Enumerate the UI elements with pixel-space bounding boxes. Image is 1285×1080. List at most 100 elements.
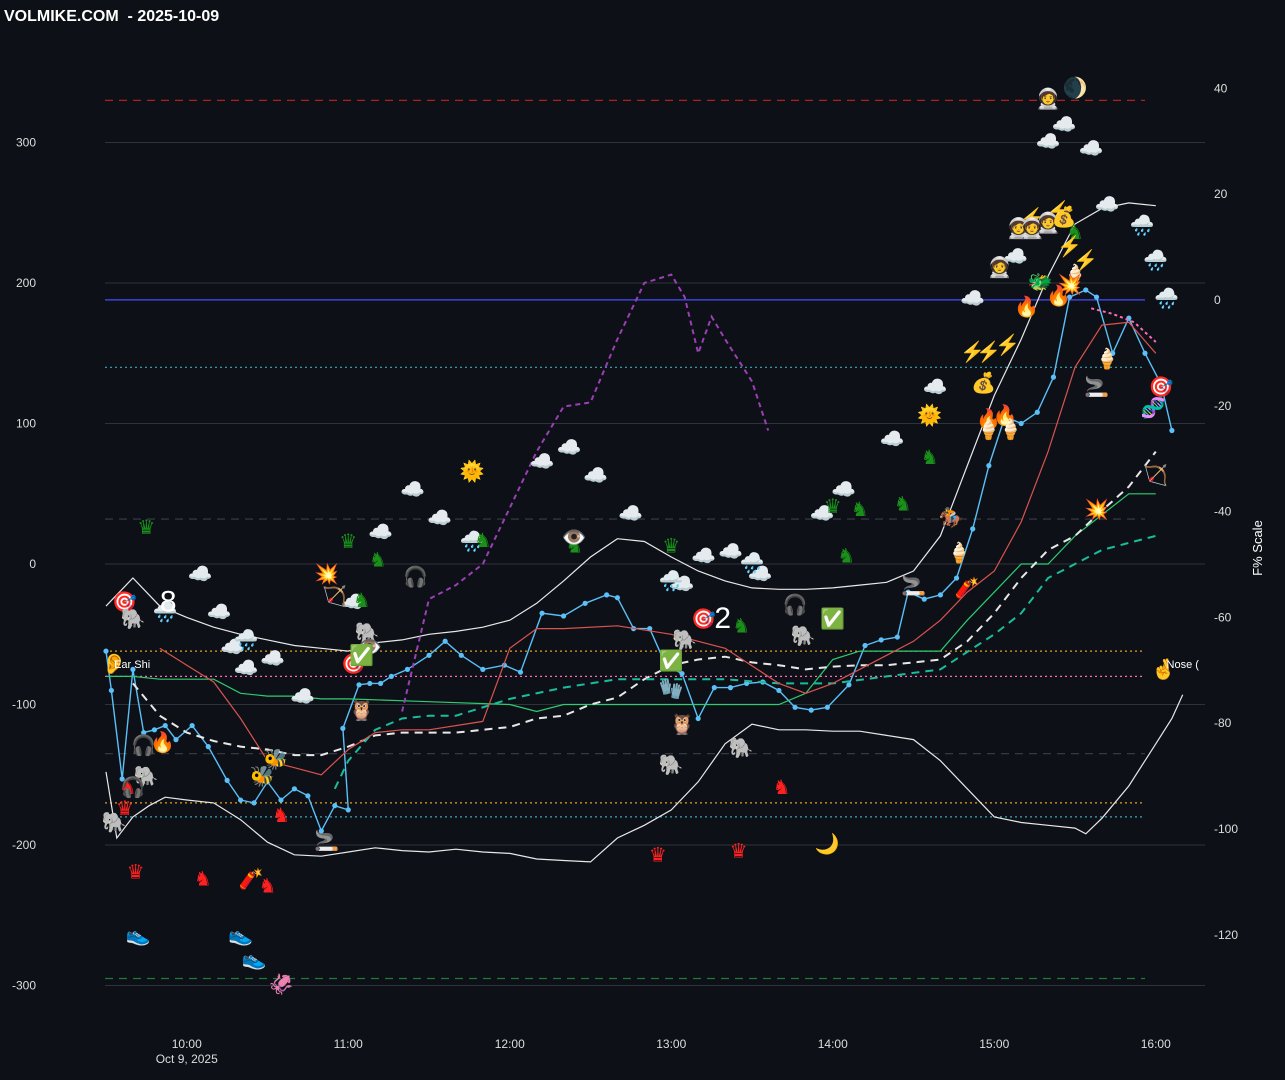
series-layer — [103, 202, 1184, 863]
x-tick-label: 13:00 — [656, 1037, 686, 1051]
event-marker: 🚬 — [314, 828, 339, 852]
price-point — [937, 592, 944, 598]
price-point — [711, 685, 717, 691]
event-marker: ♞ — [194, 868, 212, 890]
price-point — [442, 638, 448, 644]
price-point — [679, 670, 685, 677]
event-marker: 🌧️ — [1130, 213, 1155, 237]
event-marker: 🍦 — [998, 417, 1023, 441]
y-tick-label: 0 — [29, 557, 36, 571]
y2-tick-label: -80 — [1214, 716, 1232, 730]
event-marker: ♞ — [1066, 222, 1084, 244]
event-marker: ♞ — [894, 493, 912, 515]
event-marker: ⚡ — [1046, 199, 1071, 223]
price-point — [189, 722, 195, 729]
x-tick-label: 15:00 — [979, 1037, 1009, 1051]
price-point — [921, 596, 927, 602]
event-marker: ♛ — [127, 861, 145, 883]
event-marker: ✅ — [820, 606, 845, 630]
event-marker: 🔥 — [1046, 283, 1071, 307]
event-marker: 🧬 — [1141, 396, 1166, 420]
y-tick-label: 300 — [16, 136, 36, 150]
event-marker: ☁️ — [810, 503, 835, 525]
event-marker: 🧑‍🚀 — [987, 255, 1012, 279]
price-point — [1034, 409, 1040, 415]
annotation-label: 2 — [714, 602, 731, 635]
series-line — [105, 202, 1156, 652]
price-point — [278, 797, 284, 803]
event-marker: 💥 — [314, 562, 339, 586]
price-point — [377, 680, 384, 687]
event-marker: ☁️ — [748, 564, 773, 586]
event-marker: ♛ — [137, 517, 155, 539]
price-point — [305, 793, 311, 799]
price-point — [776, 687, 782, 694]
event-marker: 🎧 — [783, 592, 808, 616]
event-marker: 🐘 — [729, 737, 754, 760]
y-tick-label: -100 — [12, 698, 36, 712]
price-point — [1002, 413, 1008, 420]
event-marker: 🧨 — [239, 866, 264, 890]
event-marker: 🐝 — [263, 748, 288, 771]
event-marker: ♞ — [565, 535, 583, 557]
y2-tick-label: -60 — [1214, 610, 1232, 624]
event-marker: 🐝 — [250, 765, 275, 788]
series-line — [159, 321, 1157, 776]
annotation-label: 8 — [160, 585, 177, 618]
price-point — [1018, 420, 1024, 427]
event-marker: 🦑 — [269, 972, 294, 996]
event-marker: ⚡ — [960, 340, 985, 364]
event-marker: ♛ — [730, 840, 748, 862]
annotation-label: Nose ( — [1167, 659, 1200, 671]
event-marker: 🐘 — [134, 765, 159, 788]
event-marker: 👁️ — [357, 637, 382, 659]
event-marker: ✅ — [349, 643, 374, 667]
y2-tick-label: -120 — [1214, 928, 1238, 942]
price-point — [130, 666, 136, 672]
event-marker: ☁️ — [583, 465, 608, 487]
event-marker: ♞ — [353, 590, 371, 612]
event-marker: 🏹 — [322, 584, 347, 608]
price-point — [345, 807, 351, 813]
price-point — [151, 727, 158, 733]
price-point — [108, 687, 114, 694]
event-marker: 🔥 — [993, 403, 1018, 427]
event-marker: 🎯 — [112, 591, 137, 614]
event-marker: ☁️ — [341, 592, 366, 614]
event-marker: 🏇 — [939, 506, 964, 529]
y2-tick-label: -40 — [1214, 505, 1232, 519]
price-point — [614, 595, 621, 601]
price-point — [162, 722, 168, 729]
price-point — [426, 652, 432, 658]
price-point — [1142, 350, 1148, 356]
event-marker: ☁️ — [670, 573, 695, 595]
event-marker: ☁️ — [530, 451, 555, 473]
price-point — [458, 652, 464, 658]
price-point — [953, 575, 960, 581]
event-marker: ♞ — [837, 545, 855, 567]
event-marker: 💥 — [1084, 497, 1109, 521]
event-marker: ⚡ — [1073, 248, 1098, 272]
price-point — [517, 669, 524, 675]
event-marker: ☁️ — [260, 648, 285, 670]
event-marker: ☁️ — [220, 637, 245, 659]
event-marker: 🍦 — [1063, 262, 1088, 286]
event-marker: ☁️ — [207, 601, 232, 623]
price-point — [1110, 350, 1116, 356]
event-marker: 🧨 — [955, 576, 980, 600]
event-marker: ♞ — [272, 805, 290, 827]
grid-layer — [105, 142, 1205, 986]
event-marker: 👁️ — [562, 527, 587, 549]
price-point — [291, 786, 298, 792]
x-tick-label: 16:00 — [1141, 1037, 1171, 1051]
event-marker: 🐘 — [659, 754, 684, 777]
event-marker: 🌧️ — [659, 569, 684, 593]
event-marker: 🌞 — [917, 403, 942, 427]
event-marker: ♛ — [649, 845, 667, 867]
event-marker: 🎧 — [120, 775, 145, 799]
event-marker: ♞ — [369, 549, 387, 571]
price-point — [647, 626, 653, 632]
price-point — [986, 463, 992, 469]
event-marker: ♛ — [824, 496, 842, 518]
